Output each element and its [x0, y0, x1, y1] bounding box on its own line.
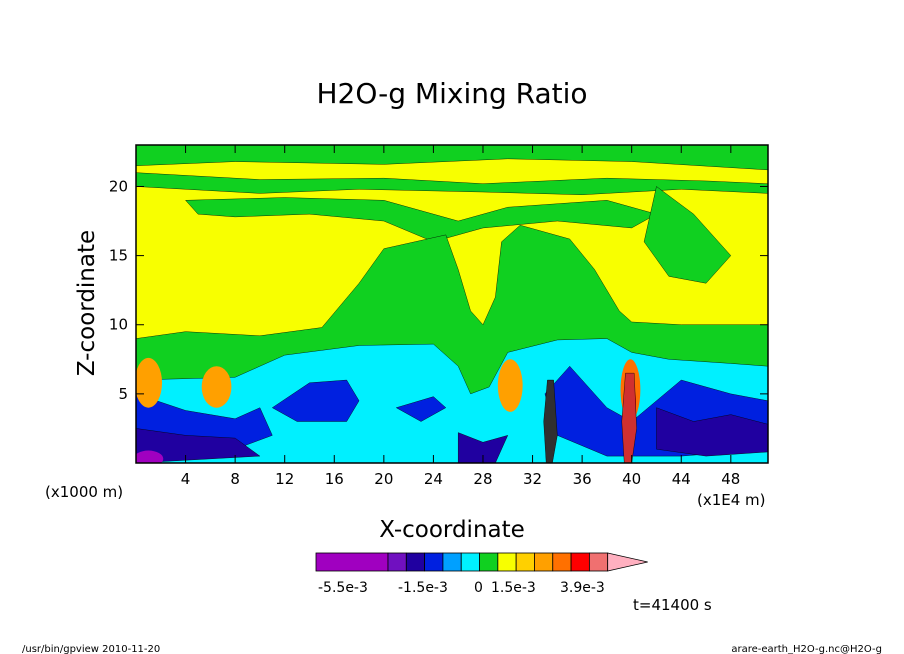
contour-region [543, 379, 558, 463]
contour-region [497, 359, 523, 412]
contour-region [136, 145, 768, 171]
mixing-ratio-field [136, 145, 768, 463]
contour-region [136, 357, 163, 408]
colorbar-label: -1.5e-3 [398, 580, 448, 596]
colorbar-label: 0 [474, 580, 483, 596]
colorbar-label: -5.5e-3 [318, 580, 368, 596]
x-axis-label: X-coordinate [379, 517, 525, 543]
x-unit-right: (x1E4 m) [697, 491, 766, 509]
y-tick-label: 10 [109, 316, 128, 334]
colorbar-segment [315, 552, 389, 572]
x-tick-label: 32 [523, 470, 542, 488]
x-tick-label: 4 [181, 470, 191, 488]
x-tick-label: 24 [424, 470, 443, 488]
chart-title: H2O-g Mixing Ratio [316, 77, 587, 110]
contour-region [201, 366, 232, 408]
contour-region [136, 172, 768, 195]
colorbar-label: 1.5e-3 [491, 580, 536, 596]
x-unit-left: (x1000 m) [45, 483, 123, 501]
y-axis-label: Z-coordinate [74, 230, 100, 376]
plot-frame [135, 144, 769, 464]
colorbar-segment [405, 552, 426, 572]
colorbar-segment [460, 552, 480, 572]
colorbar-segment [552, 552, 572, 572]
contour-region [185, 197, 657, 242]
x-tick-label: 8 [230, 470, 240, 488]
contour-region [656, 407, 768, 457]
y-axis: 5 10 15 20 [109, 177, 768, 403]
colorbar-segment [588, 552, 609, 572]
colorbar [315, 552, 648, 572]
colorbar-segment [570, 552, 590, 572]
footer-left: /usr/bin/gpview 2010-11-20 [22, 644, 160, 654]
contour-region [457, 432, 509, 463]
contour-region [621, 372, 637, 463]
y-tick-label: 15 [109, 247, 128, 265]
contour-region [395, 396, 447, 422]
colorbar-segment [497, 552, 517, 572]
colorbar-segment [534, 552, 554, 572]
x-tick-label: 36 [573, 470, 592, 488]
x-tick-label: 28 [473, 470, 492, 488]
plot-area [136, 145, 768, 463]
x-tick-label: 12 [275, 470, 294, 488]
time-label: t=41400 s [633, 596, 712, 614]
colorbar-segment [387, 552, 407, 572]
colorbar-segment [479, 552, 499, 572]
contour-region [643, 186, 732, 284]
x-tick-label: 16 [325, 470, 344, 488]
x-tick-label: 48 [721, 470, 740, 488]
colorbar-arrow [607, 552, 648, 572]
x-tick-label: 20 [374, 470, 393, 488]
x-tick-label: 40 [622, 470, 641, 488]
colorbar-segment [424, 552, 444, 572]
contour-region [271, 379, 360, 422]
contour-region [136, 450, 164, 463]
colorbar-label: 3.9e-3 [560, 580, 605, 596]
footer-right: arare-earth_H2O-g.nc@H2O-g [731, 644, 882, 654]
colorbar-segment [515, 552, 535, 572]
x-tick-label: 44 [672, 470, 691, 488]
y-tick-label: 20 [109, 177, 128, 195]
x-axis: 4 8 12 16 20 24 28 32 36 40 44 48 [181, 145, 740, 488]
colorbar-segment [442, 552, 462, 572]
y-tick-label: 5 [118, 385, 128, 403]
contour-region [136, 428, 261, 463]
colorbar-labels: -5.5e-3 -1.5e-3 0 1.5e-3 3.9e-3 [318, 580, 605, 596]
